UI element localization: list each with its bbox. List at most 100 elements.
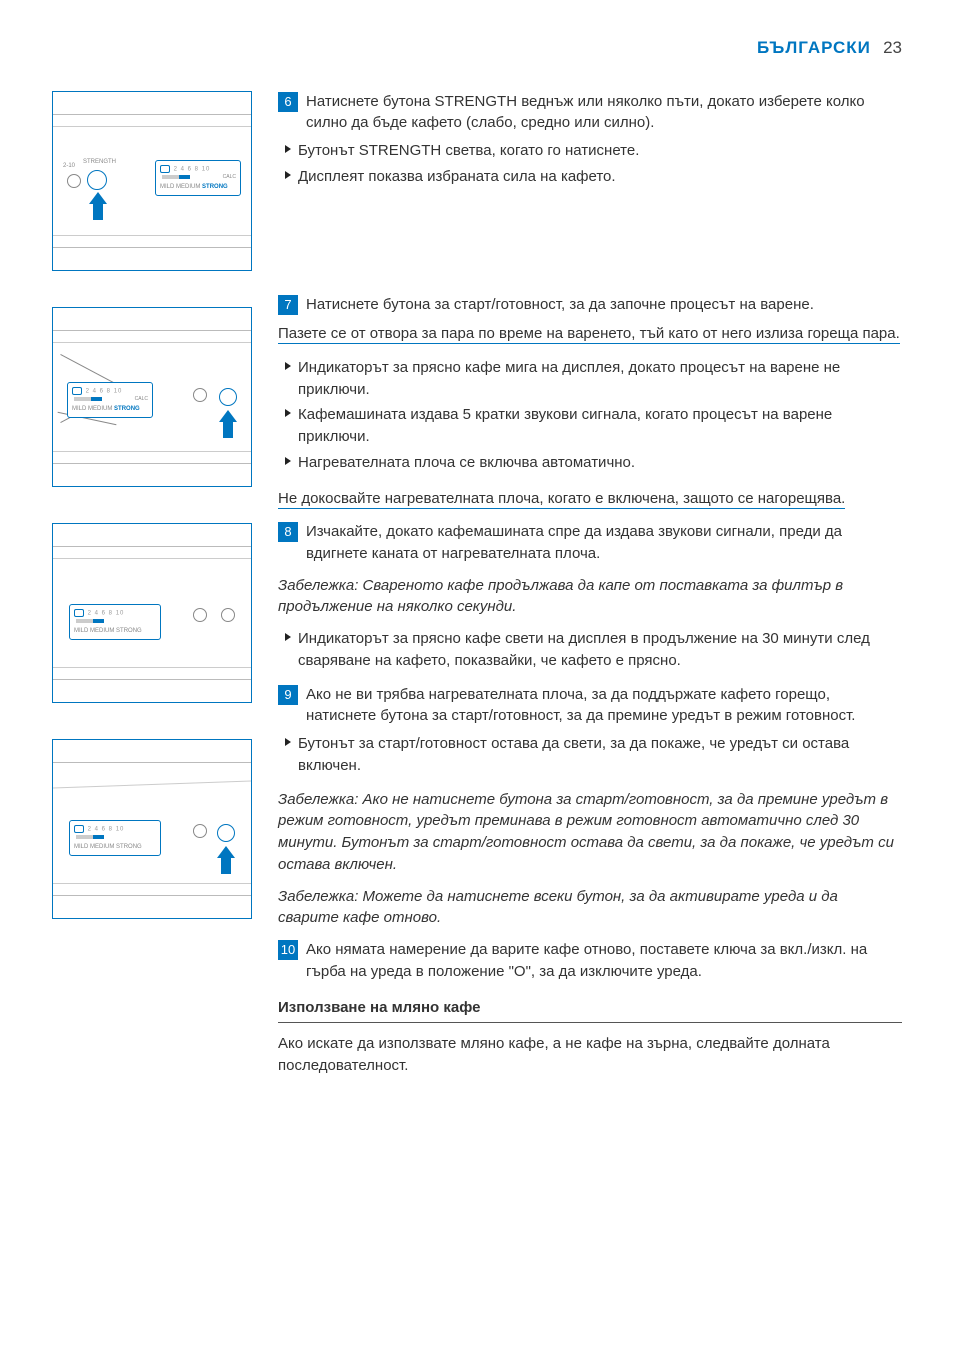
step-number-badge: 7 — [278, 295, 298, 315]
standby-ring-icon — [193, 824, 207, 838]
figure-step-8: 2 4 6 8 10 MILD MEDIUM STRONG — [52, 523, 252, 703]
caution-hotplate: Не докосвайте нагревателната плоча, кога… — [278, 486, 902, 512]
step-8: 8 Изчакайте, докато кафемашината спре да… — [278, 521, 902, 565]
step-number-badge: 9 — [278, 685, 298, 705]
standby-ring-icon — [193, 388, 207, 402]
cup-icon — [74, 825, 84, 833]
strong-label: STRONG — [116, 628, 142, 634]
content-area: 2-10 STRENGTH 2 4 6 8 10 CALC MILD MEDIU… — [52, 91, 902, 1077]
caution-text: Не докосвайте нагревателната плоча, кога… — [278, 490, 845, 509]
cup-icon — [72, 387, 82, 395]
step-7: 7 Натиснете бутона за старт/готовност, з… — [278, 294, 902, 316]
figure-step-6: 2-10 STRENGTH 2 4 6 8 10 CALC MILD MEDIU… — [52, 91, 252, 271]
level-bars-icon — [162, 175, 190, 179]
medium-label: MEDIUM — [176, 184, 200, 190]
section-ground-text: Ако искате да използвате мляно кафе, а н… — [278, 1033, 902, 1077]
bullet-icon — [278, 140, 298, 153]
bullet-icon — [278, 452, 298, 465]
label-strength: STRENGTH — [83, 158, 116, 167]
bullet-icon — [278, 404, 298, 417]
mild-label: MILD — [160, 184, 174, 190]
bullet-item: Кафемашината издава 5 кратки звукови сиг… — [278, 404, 902, 448]
step-8-text: Изчакайте, докато кафемашината спре да и… — [306, 521, 902, 565]
step-number-badge: 6 — [278, 92, 298, 112]
mild-label: MILD — [72, 406, 86, 412]
panel-numbers: 2 4 6 8 10 — [88, 610, 125, 616]
display-panel: 2 4 6 8 10 CALC MILD MEDIUM STRONG — [67, 382, 153, 419]
strong-label: STRONG — [202, 184, 228, 190]
step-number-badge: 10 — [278, 940, 298, 960]
strong-label: STRONG — [114, 406, 140, 412]
bullet-item: Индикаторът за прясно кафе свети на дисп… — [278, 628, 902, 672]
bullet-icon — [278, 357, 298, 370]
page-header: БЪЛГАРСКИ 23 — [52, 36, 902, 67]
step-10-text: Ако нямата намерение да варите кафе отно… — [306, 939, 902, 983]
note-any-button: Забележка: Можете да натиснете всеки бут… — [278, 886, 902, 930]
step-8-bullets: Индикаторът за прясно кафе свети на дисп… — [278, 628, 902, 672]
mild-label: MILD — [74, 844, 88, 850]
label-210: 2-10 — [63, 162, 75, 171]
cup-icon — [160, 165, 170, 173]
step-6-bullets: Бутонът STRENGTH светва, когато го натис… — [278, 140, 902, 188]
step-number-badge: 8 — [278, 522, 298, 542]
medium-label: MEDIUM — [88, 406, 112, 412]
press-arrow-icon — [217, 846, 235, 874]
press-arrow-icon — [219, 410, 237, 438]
bullet-icon — [278, 628, 298, 641]
bullet-item: Бутонът STRENGTH светва, когато го натис… — [278, 140, 902, 162]
step-10: 10 Ако нямата намерение да варите кафе о… — [278, 939, 902, 983]
medium-label: MEDIUM — [90, 844, 114, 850]
display-panel: 2 4 6 8 10 MILD MEDIUM STRONG — [69, 604, 161, 641]
panel-numbers: 2 4 6 8 10 — [174, 166, 211, 172]
step-9: 9 Ако не ви трябва нагревателната плоча,… — [278, 684, 902, 728]
button-ring-icon — [67, 174, 81, 188]
display-panel: 2 4 6 8 10 MILD MEDIUM STRONG — [69, 820, 161, 857]
step-7-bullets: Индикаторът за прясно кафе мига на диспл… — [278, 357, 902, 474]
figure-step-7: 2 4 6 8 10 CALC MILD MEDIUM STRONG — [52, 307, 252, 487]
strong-label: STRONG — [116, 844, 142, 850]
bullet-text: Бутонът за старт/готовност остава да све… — [298, 733, 902, 777]
figures-column: 2-10 STRENGTH 2 4 6 8 10 CALC MILD MEDIU… — [52, 91, 252, 1077]
step-7-text: Натиснете бутона за старт/готовност, за … — [306, 294, 902, 316]
bullet-text: Нагревателната плоча се включва автомати… — [298, 452, 902, 474]
start-button-icon — [219, 388, 237, 406]
cup-icon — [74, 609, 84, 617]
bullet-item: Индикаторът за прясно кафе мига на диспл… — [278, 357, 902, 401]
bullet-item: Нагревателната плоча се включва автомати… — [278, 452, 902, 474]
medium-label: MEDIUM — [90, 628, 114, 634]
note-drip: Забележка: Свареното кафе продължава да … — [278, 575, 902, 619]
standby-ring-icon — [193, 608, 207, 622]
level-bars-icon — [76, 835, 104, 839]
caution-text: Пазете се от отвора за пара по време на … — [278, 325, 900, 344]
steam-line-icon — [60, 354, 113, 383]
step-6: 6 Натиснете бутона STRENGTH веднъж или н… — [278, 91, 902, 135]
caution-steam: Пазете се от отвора за пара по време на … — [278, 321, 902, 347]
bullet-icon — [278, 733, 298, 746]
bullet-item: Бутонът за старт/готовност остава да све… — [278, 733, 902, 777]
step-6-text: Натиснете бутона STRENGTH веднъж или няк… — [306, 91, 902, 135]
calc-label: CALC — [135, 396, 148, 403]
page: БЪЛГАРСКИ 23 2-10 STRENGTH 2 4 6 8 10 CA… — [0, 0, 954, 1117]
step-9-text: Ако не ви трябва нагревателната плоча, з… — [306, 684, 902, 728]
panel-numbers: 2 4 6 8 10 — [86, 388, 123, 394]
mild-label: MILD — [74, 628, 88, 634]
language-label: БЪЛГАРСКИ — [757, 38, 871, 57]
bullet-item: Дисплеят показва избраната сила на кафет… — [278, 166, 902, 188]
level-bars-icon — [76, 619, 104, 623]
bullet-text: Индикаторът за прясно кафе мига на диспл… — [298, 357, 902, 401]
note-auto-standby: Забележка: Ако не натиснете бутона за ст… — [278, 789, 902, 876]
bullet-text: Индикаторът за прясно кафе свети на дисп… — [298, 628, 902, 672]
start-button-icon — [217, 824, 235, 842]
bullet-text: Дисплеят показва избраната сила на кафет… — [298, 166, 902, 188]
bullet-text: Кафемашината издава 5 кратки звукови сиг… — [298, 404, 902, 448]
press-arrow-icon — [89, 192, 107, 220]
level-bars-icon — [74, 397, 102, 401]
page-number: 23 — [883, 38, 902, 57]
section-ground-title: Използване на мляно кафе — [278, 997, 902, 1024]
display-panel: 2 4 6 8 10 CALC MILD MEDIUM STRONG — [155, 160, 241, 197]
bullet-text: Бутонът STRENGTH светва, когато го натис… — [298, 140, 902, 162]
panel-numbers: 2 4 6 8 10 — [88, 826, 125, 832]
spacer — [278, 200, 902, 294]
strength-button-icon — [87, 170, 107, 190]
figure-step-9: 2 4 6 8 10 MILD MEDIUM STRONG — [52, 739, 252, 919]
